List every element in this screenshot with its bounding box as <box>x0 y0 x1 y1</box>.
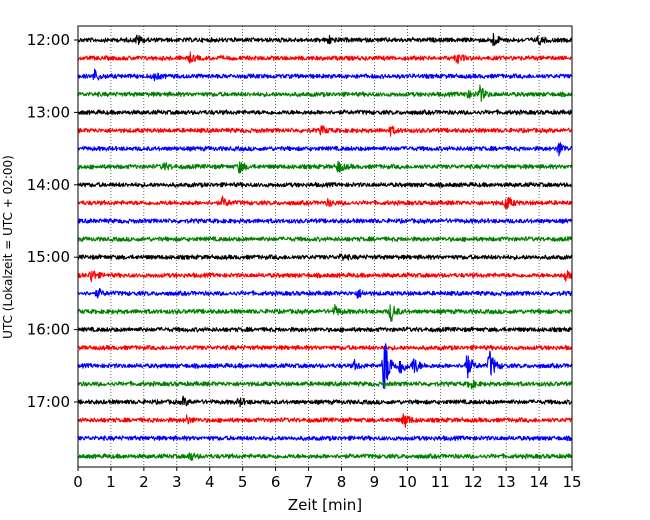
trace-1345 <box>77 160 573 174</box>
y-tick-label: 15:00 <box>27 248 70 266</box>
trace-1615 <box>77 344 573 351</box>
trace-1715 <box>77 413 573 428</box>
trace-1645 <box>77 379 573 390</box>
x-tick-label: 13 <box>497 473 516 491</box>
x-tick-label: 14 <box>530 473 549 491</box>
trace-1445 <box>77 236 573 243</box>
trace-1215 <box>77 51 573 65</box>
x-tick-label: 1 <box>106 473 116 491</box>
x-tick-label: 0 <box>73 473 83 491</box>
x-tick-label: 7 <box>304 473 314 491</box>
x-tick-label: 12 <box>464 473 483 491</box>
trace-1330 <box>77 142 573 157</box>
x-tick-label: 8 <box>337 473 347 491</box>
trace-1630 <box>77 343 573 390</box>
trace-1515 <box>77 270 573 283</box>
trace-1400 <box>77 181 573 188</box>
x-tick-label: 6 <box>271 473 281 491</box>
trace-1415 <box>77 195 573 210</box>
y-axis-label: UTC (Lokalzeit = UTC + 02:00) <box>1 155 15 339</box>
x-tick-label: 2 <box>139 473 149 491</box>
y-tick-label: 17:00 <box>27 393 70 411</box>
x-tick-label: 15 <box>562 473 581 491</box>
y-tick-label: 16:00 <box>27 321 70 339</box>
y-axis-ticks: 12:00 13:00 14:00 15:00 16:00 17:00 <box>27 31 78 411</box>
trace-1730 <box>77 435 573 442</box>
x-tick-label: 5 <box>238 473 248 491</box>
trace-1315 <box>77 125 573 137</box>
x-axis-label: Zeit [min] <box>288 496 362 514</box>
y-tick-label: 12:00 <box>27 31 70 49</box>
x-tick-label: 10 <box>398 473 417 491</box>
trace-1745 <box>77 452 573 461</box>
x-tick-label: 9 <box>370 473 380 491</box>
x-tick-label: 3 <box>172 473 182 491</box>
trace-1700 <box>77 395 573 408</box>
seismic-traces <box>77 32 573 461</box>
x-tick-label: 11 <box>431 473 450 491</box>
plot-frame <box>77 25 573 468</box>
x-axis-ticks: 0 1 2 3 4 5 6 7 8 9 10 11 12 13 14 15 <box>73 467 582 491</box>
trace-1300 <box>77 109 573 116</box>
y-tick-label: 13:00 <box>27 103 70 121</box>
x-tick-label: 4 <box>205 473 215 491</box>
trace-1230 <box>77 68 573 82</box>
trace-1600 <box>77 326 573 333</box>
trace-1530 <box>77 288 573 299</box>
trace-1430 <box>77 218 573 224</box>
trace-1245 <box>77 84 573 102</box>
trace-1545 <box>77 304 573 322</box>
trace-1500 <box>77 253 573 261</box>
trace-1200 <box>77 32 573 47</box>
y-tick-label: 14:00 <box>27 176 70 194</box>
